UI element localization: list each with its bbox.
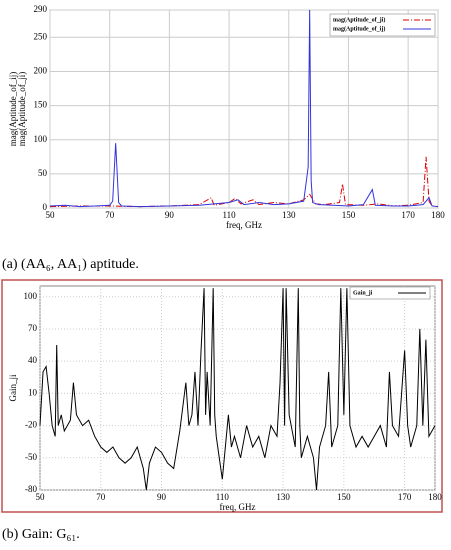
x-tick-label: 130 <box>282 210 296 220</box>
x-tick-label: 150 <box>337 492 351 502</box>
x-tick-label: 90 <box>157 492 167 502</box>
x-tick-label: 180 <box>431 210 445 220</box>
x-tick-label: 110 <box>216 492 230 502</box>
y-tick-label: 100 <box>34 134 48 144</box>
x-tick-label: 110 <box>222 210 236 220</box>
y-axis-label: Gain_ji <box>8 374 18 401</box>
x-tick-label: 70 <box>96 492 106 502</box>
legend-box <box>349 286 431 300</box>
y-tick-label: 10 <box>28 387 38 397</box>
x-tick-label: 90 <box>165 210 175 220</box>
y-tick-label: -80 <box>25 484 37 494</box>
y-tick-label: 40 <box>28 355 38 365</box>
plot-area <box>39 285 436 491</box>
y-axis-label: mag(Aptitude_of_ij) <box>8 72 18 146</box>
series-line <box>49 9 439 208</box>
series-line <box>49 156 439 208</box>
y-tick-label: 70 <box>28 323 38 333</box>
figure-caption: (a) (AA₆, AA₁) aptitude. <box>2 257 139 272</box>
x-tick-label: 130 <box>276 492 290 502</box>
x-tick-label: 150 <box>342 210 356 220</box>
series-line <box>39 288 436 491</box>
y-tick-label: 0 <box>43 202 48 212</box>
y-tick-label: 50 <box>38 168 48 178</box>
x-tick-label: 170 <box>401 210 415 220</box>
y-tick-label: 250 <box>34 31 48 41</box>
y-tick-label: 100 <box>24 291 38 301</box>
x-tick-label: 170 <box>398 492 412 502</box>
legend-label: mag(Aptitude_of_ij) <box>333 25 385 32</box>
y-tick-label: -50 <box>25 452 37 462</box>
x-axis-label: freq, GHz <box>220 502 256 512</box>
x-axis-label: freq, GHz <box>226 220 262 230</box>
plot-area <box>49 9 439 209</box>
legend-label: Gain_ji <box>353 290 373 296</box>
legend-label: mag(Aptitude_of_ji) <box>333 16 385 23</box>
figure-caption: (b) Gain: G₆₁. <box>2 527 80 542</box>
chart-frame <box>1 279 443 513</box>
x-tick-label: 50 <box>36 492 46 502</box>
y-tick-label: -20 <box>25 420 37 430</box>
x-tick-label: 50 <box>46 210 56 220</box>
x-tick-label: 70 <box>105 210 115 220</box>
y-tick-label: 290 <box>34 4 48 14</box>
y-tick-label: 150 <box>34 100 48 110</box>
x-tick-label: 180 <box>428 492 442 502</box>
y-tick-label: 200 <box>34 66 48 76</box>
y-axis-label: mag(Aptitude_of_ji) <box>17 72 27 146</box>
